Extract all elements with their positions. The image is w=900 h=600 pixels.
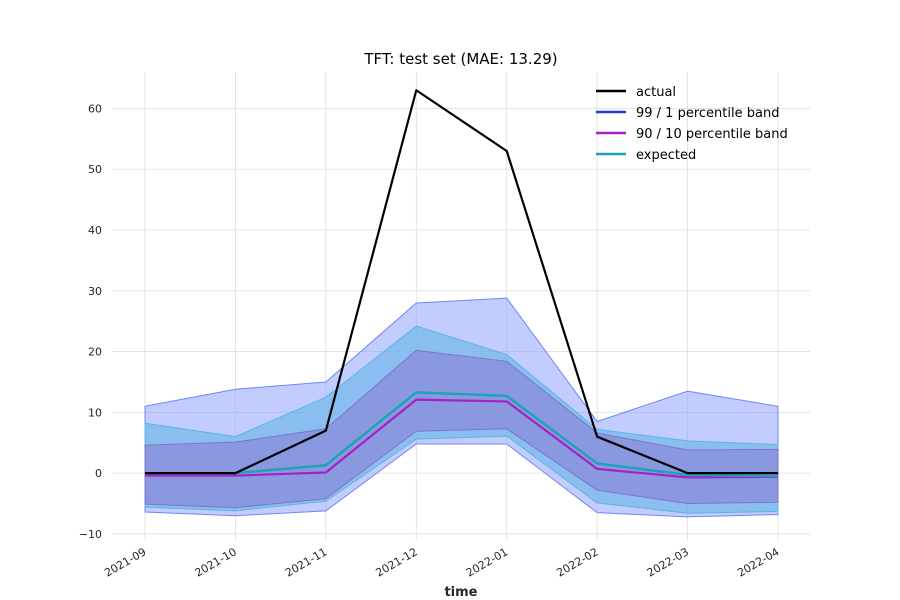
y-tick-label: 30 bbox=[88, 285, 102, 298]
y-tick-label: −10 bbox=[79, 528, 102, 541]
x-axis: 2021-09 2021-10 2021-11 2021-12 2022-01 2022-… bbox=[102, 545, 781, 579]
x-tick-label: 2022-03 bbox=[645, 545, 691, 579]
y-tick-label: 20 bbox=[88, 346, 102, 359]
y-tick-label: 40 bbox=[88, 224, 102, 237]
x-tick-label: 2021-09 bbox=[102, 545, 148, 579]
y-tick-label: 60 bbox=[88, 102, 102, 115]
chart-title: TFT: test set (MAE: 13.29) bbox=[363, 50, 557, 68]
legend-label: expected bbox=[636, 148, 696, 163]
y-tick-label: 0 bbox=[95, 467, 102, 480]
x-tick-label: 2022-04 bbox=[735, 545, 781, 579]
legend-label: actual bbox=[636, 85, 676, 100]
y-tick-label: 50 bbox=[88, 163, 102, 176]
x-tick-label: 2021-12 bbox=[373, 545, 419, 579]
band-90-10 bbox=[144, 349, 779, 509]
y-axis: −10 0 10 20 30 40 50 60 bbox=[79, 102, 102, 540]
bands bbox=[144, 297, 779, 518]
legend: actual 99 / 1 percentile band 90 / 10 perc… bbox=[596, 85, 788, 163]
series-line-expected bbox=[145, 391, 779, 478]
x-tick-label: 2021-10 bbox=[193, 545, 239, 579]
x-tick-label: 2021-11 bbox=[283, 545, 329, 579]
x-tick-label: 2022-01 bbox=[464, 545, 510, 579]
series-lines bbox=[145, 89, 779, 479]
y-tick-label: 10 bbox=[88, 406, 102, 419]
legend-label: 99 / 1 percentile band bbox=[636, 106, 779, 121]
series-line-90-10-median bbox=[145, 398, 779, 479]
x-tick-label: 2022-02 bbox=[554, 545, 600, 579]
series-line-actual bbox=[145, 89, 778, 475]
legend-label: 90 / 10 percentile band bbox=[636, 127, 788, 142]
x-axis-label: time bbox=[444, 585, 477, 600]
